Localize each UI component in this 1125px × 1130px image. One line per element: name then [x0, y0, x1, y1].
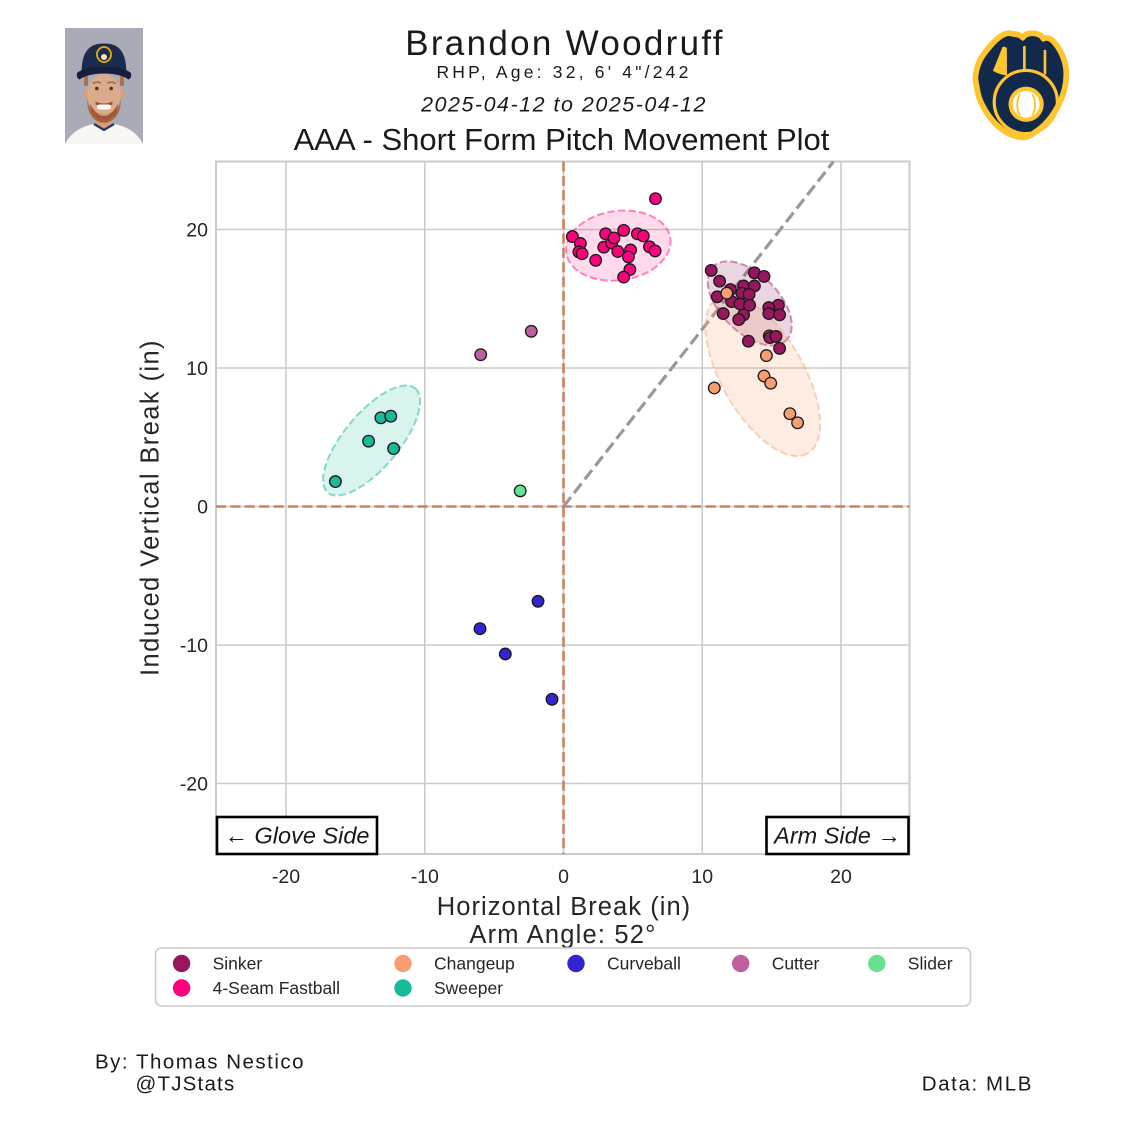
- svg-text:20: 20: [830, 866, 852, 888]
- svg-text:0: 0: [197, 497, 208, 519]
- svg-text:AAA - Short Form Pitch Movemen: AAA - Short Form Pitch Movement Plot: [294, 122, 830, 157]
- svg-text:@TJStats: @TJStats: [136, 1073, 236, 1096]
- svg-text:4-Seam Fastball: 4-Seam Fastball: [213, 978, 340, 998]
- svg-text:Data: MLB: Data: MLB: [922, 1073, 1033, 1096]
- svg-text:10: 10: [691, 866, 713, 888]
- svg-text:0: 0: [558, 866, 569, 888]
- svg-text:-20: -20: [272, 866, 300, 888]
- svg-text:Changeup: Changeup: [434, 954, 515, 974]
- svg-text:← Glove Side: ← Glove Side: [225, 823, 370, 849]
- svg-text:20: 20: [186, 220, 208, 242]
- svg-text:Slider: Slider: [908, 954, 953, 974]
- svg-text:Curveball: Curveball: [607, 954, 681, 974]
- svg-text:-20: -20: [180, 774, 208, 796]
- svg-text:-10: -10: [411, 866, 439, 888]
- svg-text:Sinker: Sinker: [213, 954, 263, 974]
- svg-text:2025-04-12 to 2025-04-12: 2025-04-12 to 2025-04-12: [420, 93, 707, 117]
- svg-text:RHP, Age: 32, 6' 4"/242: RHP, Age: 32, 6' 4"/242: [436, 62, 691, 82]
- svg-text:By: Thomas Nestico: By: Thomas Nestico: [95, 1051, 305, 1074]
- svg-text:10: 10: [186, 358, 208, 380]
- svg-text:Arm Angle: 52°: Arm Angle: 52°: [469, 921, 656, 949]
- svg-text:Brandon Woodruff: Brandon Woodruff: [405, 24, 725, 63]
- svg-text:Induced Vertical Break (in): Induced Vertical Break (in): [137, 339, 165, 676]
- svg-text:Cutter: Cutter: [772, 954, 820, 974]
- svg-text:-10: -10: [180, 635, 208, 657]
- svg-text:Horizontal Break (in): Horizontal Break (in): [437, 893, 691, 921]
- svg-text:Sweeper: Sweeper: [434, 978, 503, 998]
- svg-text:Arm Side →: Arm Side →: [772, 823, 901, 849]
